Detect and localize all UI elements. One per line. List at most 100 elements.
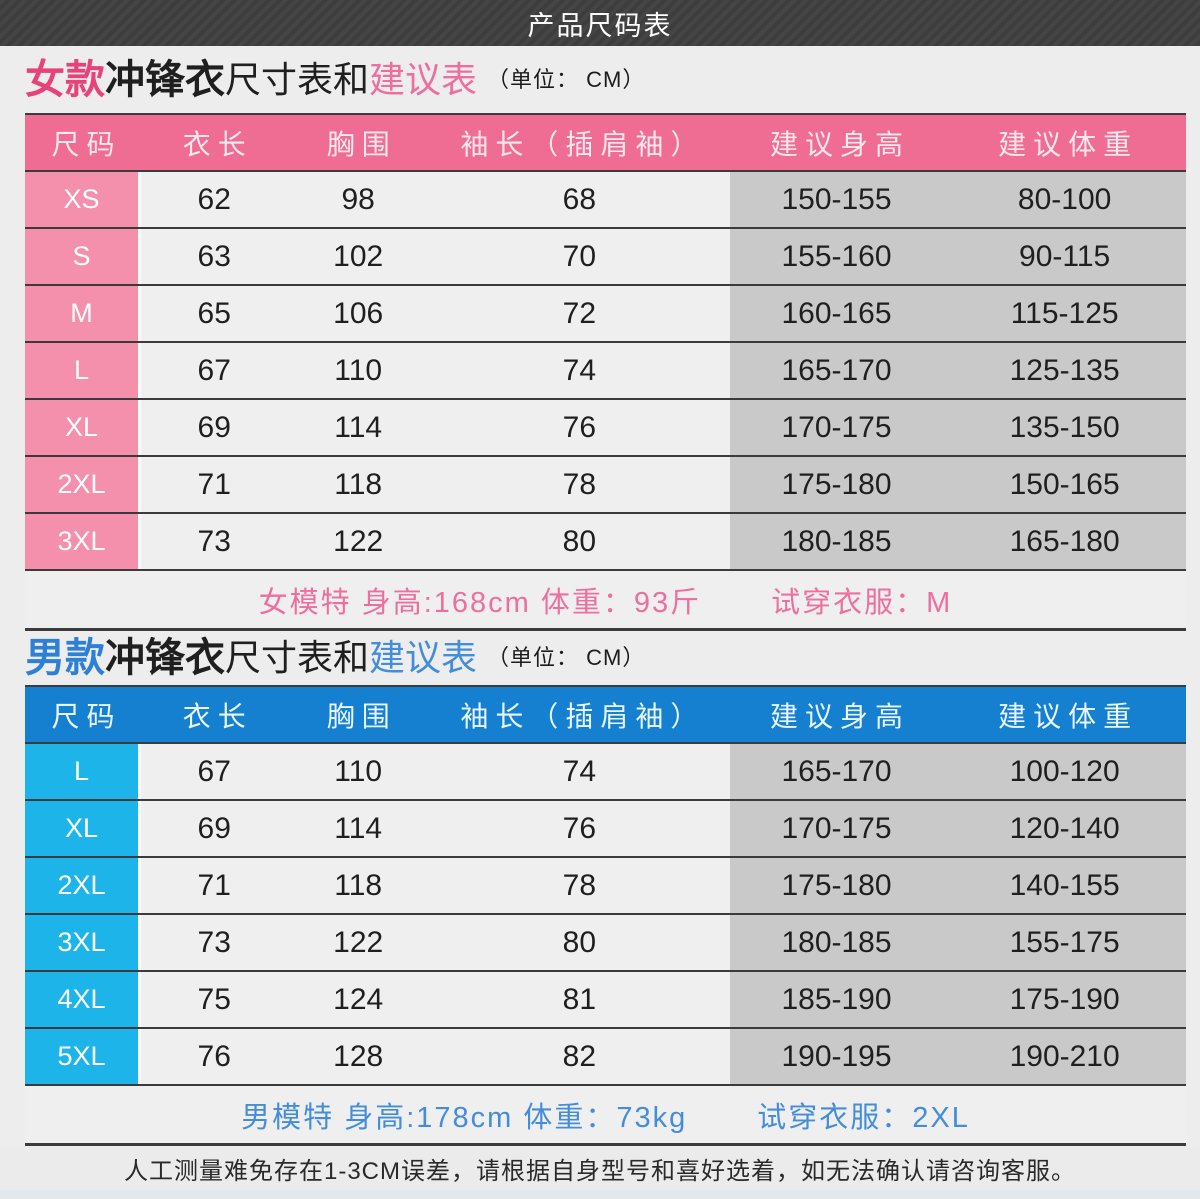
sleeve-cell: 70	[429, 229, 730, 284]
length-cell: 76	[141, 1029, 288, 1084]
length-cell: 69	[141, 400, 288, 455]
length-cell: 71	[141, 858, 288, 913]
height-cell: 180-185	[729, 915, 944, 970]
size-cell: 2XL	[25, 457, 142, 512]
bust-cell: 124	[287, 972, 430, 1027]
table-row: 2XL 71 118 78 175-180 150-165	[25, 457, 1186, 514]
length-cell: 67	[141, 343, 288, 398]
women-title-highlight: 建议表	[369, 58, 478, 100]
men-table-body: L 67 110 74 165-170 100-120 XL 69 114 76…	[25, 744, 1186, 1086]
bust-cell: 122	[287, 915, 430, 970]
bust-cell: 114	[287, 801, 430, 856]
sleeve-cell: 76	[429, 801, 730, 856]
weight-cell: 120-140	[943, 801, 1186, 856]
women-size-table: 尺码 衣长 胸围 袖长（插肩袖） 建议身高 建议体重 XS 62 98 68 1…	[25, 113, 1186, 631]
sleeve-cell: 78	[429, 858, 730, 913]
sleeve-cell: 78	[429, 457, 730, 512]
men-title-middle: 尺寸表和	[225, 637, 370, 678]
header-cell-sleeve: 袖长（插肩袖）	[460, 700, 706, 732]
women-table-header-row: 尺码 衣长 胸围 袖长（插肩袖） 建议身高 建议体重	[25, 115, 1186, 172]
women-title-brand: 女款	[25, 57, 105, 102]
banner: 产品尺码表	[0, 0, 1200, 46]
measurement-note: 人工测量难免存在1-3CM误差，请根据自身型号和喜好选着，如无法确认请咨询客服。	[0, 1146, 1200, 1190]
header-cell-weight: 建议体重	[998, 700, 1139, 732]
bust-cell: 114	[287, 400, 430, 455]
header-cell-height: 建议身高	[770, 700, 911, 732]
length-cell: 62	[141, 172, 288, 227]
length-cell: 71	[141, 457, 288, 512]
men-title-unit: （单位： CM）	[487, 645, 646, 670]
height-cell: 175-180	[729, 457, 944, 512]
header-cell-height: 建议身高	[770, 128, 911, 160]
size-cell: L	[25, 343, 142, 398]
sleeve-cell: 81	[429, 972, 730, 1027]
height-cell: 155-160	[729, 229, 944, 284]
table-row: XL 69 114 76 170-175 135-150	[25, 400, 1186, 457]
table-row: XS 62 98 68 150-155 80-100	[25, 172, 1186, 229]
header-cell-size: 尺码	[51, 128, 122, 160]
size-cell: XL	[25, 801, 142, 856]
length-cell: 73	[141, 915, 288, 970]
height-cell: 180-185	[729, 514, 944, 569]
bust-cell: 106	[287, 286, 430, 341]
weight-cell: 115-125	[943, 286, 1186, 341]
height-cell: 160-165	[729, 286, 944, 341]
weight-cell: 190-210	[943, 1029, 1186, 1084]
men-size-table: 尺码 衣长 胸围 袖长（插肩袖） 建议身高 建议体重 L 67 110 74 1…	[25, 685, 1186, 1146]
men-section-title: 男款 冲锋衣 尺寸表和 建议表 （单位： CM）	[0, 631, 1200, 685]
header-cell-size: 尺码	[51, 700, 122, 732]
length-cell: 65	[141, 286, 288, 341]
header-cell-length: 衣长	[182, 700, 253, 732]
weight-cell: 165-180	[943, 514, 1186, 569]
bust-cell: 102	[287, 229, 430, 284]
weight-cell: 155-175	[943, 915, 1186, 970]
length-cell: 73	[141, 514, 288, 569]
bust-cell: 110	[287, 744, 430, 799]
bust-cell: 98	[287, 172, 430, 227]
sleeve-cell: 74	[429, 343, 730, 398]
sleeve-cell: 68	[429, 172, 730, 227]
men-table-header-row: 尺码 衣长 胸围 袖长（插肩袖） 建议身高 建议体重	[25, 687, 1186, 744]
height-cell: 150-155	[729, 172, 944, 227]
weight-cell: 135-150	[943, 400, 1186, 455]
women-table-footer: 女模特 身高:168cm 体重：93斤 试穿衣服：M	[25, 571, 1186, 631]
women-title-middle: 尺寸表和	[225, 58, 370, 100]
sleeve-cell: 82	[429, 1029, 730, 1084]
weight-cell: 150-165	[943, 457, 1186, 512]
men-title-highlight: 建议表	[369, 637, 478, 678]
height-cell: 165-170	[729, 343, 944, 398]
weight-cell: 100-120	[943, 744, 1186, 799]
header-cell-bust: 胸围	[326, 700, 397, 732]
weight-cell: 90-115	[943, 229, 1186, 284]
sleeve-cell: 72	[429, 286, 730, 341]
table-row: 3XL 73 122 80 180-185 155-175	[25, 915, 1186, 972]
height-cell: 175-180	[729, 858, 944, 913]
height-cell: 190-195	[729, 1029, 944, 1084]
size-cell: M	[25, 286, 142, 341]
men-table-footer: 男模特 身高:178cm 体重：73kg 试穿衣服：2XL	[25, 1086, 1186, 1146]
table-row: 5XL 76 128 82 190-195 190-210	[25, 1029, 1186, 1086]
size-cell: 3XL	[25, 915, 142, 970]
men-title-brand: 男款	[25, 636, 105, 680]
length-cell: 69	[141, 801, 288, 856]
women-model-info: 女模特 身高:168cm 体重：93斤	[258, 586, 702, 619]
bottom-strip	[0, 1190, 1200, 1199]
women-title-unit: （单位： CM）	[487, 66, 646, 92]
men-title-product: 冲锋衣	[105, 636, 225, 680]
bust-cell: 118	[287, 457, 430, 512]
table-row: 2XL 71 118 78 175-180 140-155	[25, 858, 1186, 915]
table-row: 4XL 75 124 81 185-190 175-190	[25, 972, 1186, 1029]
sleeve-cell: 76	[429, 400, 730, 455]
weight-cell: 125-135	[943, 343, 1186, 398]
header-cell-sleeve: 袖长（插肩袖）	[460, 128, 706, 160]
men-model-info: 男模特 身高:178cm 体重：73kg	[241, 1101, 688, 1134]
table-row: L 67 110 74 165-170 100-120	[25, 744, 1186, 801]
women-table-body: XS 62 98 68 150-155 80-100 S 63 102 70 1…	[25, 172, 1186, 571]
bust-cell: 128	[287, 1029, 430, 1084]
page-title: 产品尺码表	[527, 10, 673, 41]
sleeve-cell: 80	[429, 514, 730, 569]
length-cell: 63	[141, 229, 288, 284]
bust-cell: 122	[287, 514, 430, 569]
bust-cell: 110	[287, 343, 430, 398]
height-cell: 185-190	[729, 972, 944, 1027]
